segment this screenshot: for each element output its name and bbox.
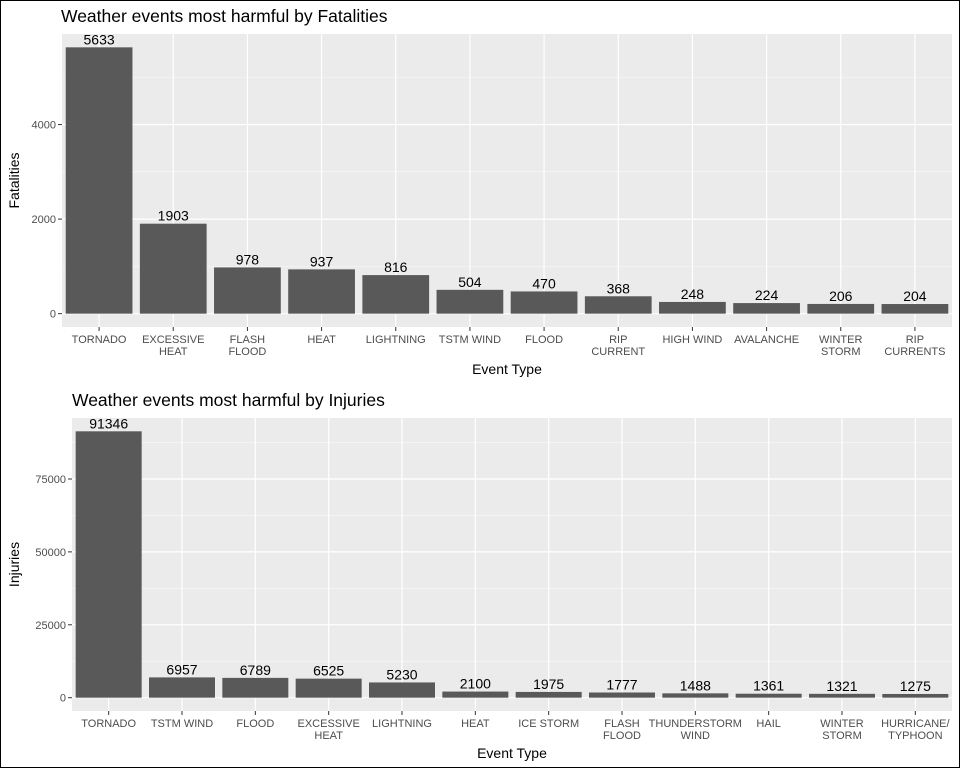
fatalities-x-tick-label: FLASH FLOOD xyxy=(228,334,266,358)
injuries-y-axis-label: Injuries xyxy=(6,542,22,587)
fatalities-x-tick-label: HEAT xyxy=(307,334,336,346)
fatalities-y-tick-label: 0 xyxy=(50,309,56,321)
injuries-value-label: 1361 xyxy=(753,678,784,694)
injuries-y-tick-label: 25000 xyxy=(35,620,66,632)
fatalities-bar xyxy=(733,303,800,314)
fatalities-value-label: 816 xyxy=(384,259,408,275)
injuries-value-label: 91346 xyxy=(89,415,128,431)
injuries-bar xyxy=(662,693,729,698)
fatalities-bar xyxy=(659,301,726,314)
fatalities-value-label: 368 xyxy=(607,280,631,296)
fatalities-bar xyxy=(881,304,949,314)
injuries-value-label: 6525 xyxy=(313,663,344,679)
injuries-value-label: 6789 xyxy=(240,662,271,678)
fatalities-bar xyxy=(65,47,133,314)
fatalities-x-tick-label: TSTM WIND xyxy=(439,334,501,346)
injuries-x-tick-label: HURRICANE/TYPHOON xyxy=(881,718,950,742)
fatalities-x-tick-label: TORNADO xyxy=(72,334,127,346)
fatalities-y-tick-label: 4000 xyxy=(32,120,56,132)
injuries-bar xyxy=(369,682,435,698)
injuries-y-tick-label: 0 xyxy=(60,693,66,705)
fatalities-plot-panel xyxy=(62,34,952,327)
fatalities-x-axis-label: Event Type xyxy=(472,361,542,377)
injuries-value-label: 1321 xyxy=(826,678,857,694)
injuries-x-tick-label: HEAT xyxy=(461,718,490,730)
fatalities-bar xyxy=(807,303,875,314)
fatalities-bar xyxy=(436,289,504,314)
injuries-plot-panel xyxy=(72,418,952,711)
fatalities-value-label: 206 xyxy=(829,288,853,304)
injuries-x-tick-label: TSTM WIND xyxy=(151,718,213,730)
fatalities-bar xyxy=(584,296,652,314)
injuries-x-tick-label: LIGHTNING xyxy=(372,718,432,730)
fatalities-x-tick-label: HIGH WIND xyxy=(662,334,722,346)
fatalities-y-tick-label: 2000 xyxy=(32,214,56,226)
injuries-value-label: 1275 xyxy=(900,678,931,694)
injuries-chart-title: Weather events most harmful by Injuries xyxy=(72,390,385,410)
fatalities-x-tick-label: LIGHTNING xyxy=(366,334,426,346)
injuries-bar xyxy=(222,677,289,698)
injuries-value-label: 5230 xyxy=(386,666,417,682)
injuries-bar xyxy=(882,693,949,698)
injuries-value-label: 1777 xyxy=(606,677,637,693)
injuries-x-tick-label: THUNDERSTORM WIND xyxy=(649,718,742,742)
injuries-y-tick-label: 50000 xyxy=(35,547,66,559)
fatalities-x-tick-label: EXCESSIVE HEAT xyxy=(142,334,204,358)
injuries-x-tick-label: TORNADO xyxy=(81,718,136,730)
injuries-x-axis-label: Event Type xyxy=(477,745,547,761)
injuries-bar xyxy=(149,677,215,698)
fatalities-y-axis-label: Fatalities xyxy=(6,152,22,208)
fatalities-value-label: 470 xyxy=(532,275,556,291)
injuries-bar xyxy=(295,678,362,698)
injuries-value-label: 1488 xyxy=(680,677,711,693)
injuries-bar xyxy=(809,693,875,698)
fatalities-bar xyxy=(510,291,578,314)
fatalities-x-tick-label: FLOOD xyxy=(525,334,563,346)
fatalities-value-label: 248 xyxy=(681,286,705,302)
injuries-x-tick-label: FLASH FLOOD xyxy=(603,718,641,742)
fatalities-value-label: 5633 xyxy=(84,31,115,47)
injuries-bar xyxy=(75,431,142,698)
injuries-value-label: 2100 xyxy=(460,676,491,692)
injuries-y-tick-label: 75000 xyxy=(35,474,66,486)
fatalities-value-label: 224 xyxy=(755,287,779,303)
injuries-x-tick-label: WINTER STORM xyxy=(820,718,863,742)
fatalities-bar xyxy=(362,275,430,314)
fatalities-bar xyxy=(139,223,207,314)
fatalities-x-tick-label: WINTER STORM xyxy=(819,334,862,358)
fatalities-value-label: 204 xyxy=(903,288,927,304)
injuries-x-tick-label: FLOOD xyxy=(236,718,274,730)
injuries-bar xyxy=(442,691,509,698)
injuries-x-tick-label: EXCESSIVE HEAT xyxy=(297,718,359,742)
fatalities-x-tick-label: RIP CURRENTS xyxy=(884,334,945,358)
fatalities-bar xyxy=(214,267,281,314)
injuries-x-tick-label: HAIL xyxy=(756,718,780,730)
injuries-bar xyxy=(589,692,655,698)
fatalities-value-label: 504 xyxy=(458,274,482,290)
fatalities-bar xyxy=(288,269,355,314)
fatalities-value-label: 1903 xyxy=(158,208,189,224)
injuries-chart: Weather events most harmful by Injuries … xyxy=(6,390,952,761)
injuries-value-label: 1975 xyxy=(533,676,564,692)
fatalities-x-tick-label: AVALANCHE xyxy=(734,334,799,346)
fatalities-value-label: 937 xyxy=(310,253,334,269)
fatalities-value-label: 978 xyxy=(236,251,260,267)
fatalities-chart-title: Weather events most harmful by Fatalitie… xyxy=(61,6,388,26)
fatalities-x-tick-label: RIP CURRENT xyxy=(591,334,645,358)
injuries-value-label: 6957 xyxy=(166,661,197,677)
injuries-bar xyxy=(735,693,802,698)
fatalities-chart: Weather events most harmful by Fatalitie… xyxy=(6,6,952,377)
injuries-x-tick-label: ICE STORM xyxy=(518,718,579,730)
injuries-bar xyxy=(515,691,582,698)
